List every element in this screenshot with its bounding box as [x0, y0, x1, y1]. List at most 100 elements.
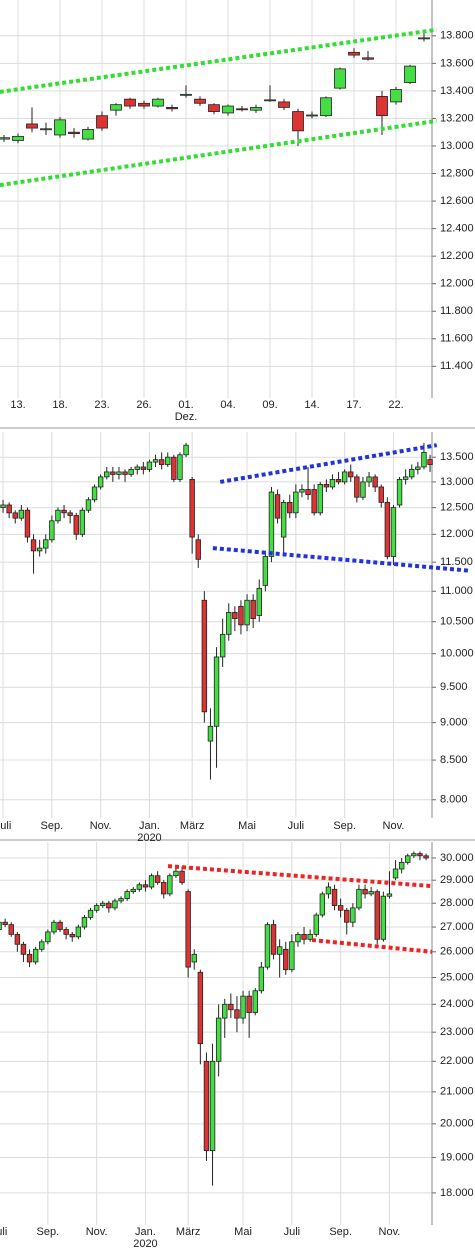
- candle-body: [209, 1060, 216, 1151]
- candle-body: [268, 491, 275, 557]
- candle-body: [222, 105, 234, 114]
- candle-body: [20, 943, 27, 955]
- x-tick-label: 09.: [262, 399, 277, 411]
- candle-body: [295, 933, 301, 943]
- candle-body: [246, 995, 252, 1013]
- candle-body: [274, 494, 281, 519]
- candle-body: [317, 484, 323, 514]
- candle-body: [213, 656, 220, 727]
- candle-body: [320, 97, 332, 117]
- candle-body: [362, 888, 368, 895]
- candle-body: [96, 115, 108, 129]
- candle-body: [104, 471, 110, 478]
- candle-body: [152, 459, 159, 463]
- candle-body: [427, 459, 433, 465]
- candle-body: [32, 948, 39, 963]
- x-tick-label: Sep.: [329, 1226, 352, 1238]
- candle-body: [392, 868, 399, 879]
- candle-body: [122, 471, 128, 475]
- candle-body: [305, 489, 311, 496]
- candle-body: [262, 556, 269, 586]
- candle-body: [12, 135, 24, 141]
- candle-body: [256, 587, 262, 616]
- trendline: [212, 546, 471, 573]
- candle-body: [378, 486, 384, 503]
- candle-body: [244, 599, 250, 626]
- candle-body: [68, 131, 80, 134]
- candle-body: [26, 123, 38, 129]
- candle-body: [250, 599, 256, 620]
- candle-body: [283, 948, 289, 971]
- candle-body: [415, 466, 421, 470]
- candle-body: [173, 870, 179, 877]
- candle-body: [331, 888, 338, 906]
- candle-body: [51, 921, 57, 933]
- candle-body: [201, 599, 208, 713]
- candle-body: [360, 481, 366, 498]
- candle-body: [191, 953, 197, 963]
- candle-body: [85, 499, 92, 511]
- y-tick-label: 12.000: [440, 528, 474, 540]
- trendline: [0, 118, 437, 188]
- candle-body: [292, 111, 304, 132]
- candle-body: [0, 137, 10, 140]
- candle-body: [334, 68, 346, 89]
- candle-body: [116, 471, 122, 475]
- candle-body: [236, 108, 248, 111]
- x-tick-label: Sep.: [41, 820, 64, 832]
- candle-body: [45, 931, 51, 943]
- candle-body: [167, 875, 173, 895]
- y-tick-label: 13.800: [440, 30, 474, 42]
- candle-body: [63, 929, 69, 935]
- x-tick-label: 23.: [94, 399, 109, 411]
- y-tick-label: 8.500: [440, 754, 468, 766]
- candle-body: [390, 507, 397, 557]
- candle-body: [293, 491, 299, 514]
- candle-body: [421, 451, 427, 468]
- x-tick-label: Jan.: [139, 820, 160, 832]
- x-tick-label: 17.: [346, 399, 361, 411]
- candle-body: [134, 466, 140, 470]
- candle-body: [366, 476, 372, 483]
- y-tick-label: 24.000: [440, 998, 474, 1010]
- candle-body: [185, 891, 191, 968]
- candle-body: [87, 909, 94, 918]
- candle-body: [130, 888, 136, 893]
- candle-body: [183, 444, 189, 456]
- candle-body: [177, 454, 183, 480]
- candle-body: [152, 98, 164, 107]
- candle-body: [362, 57, 374, 60]
- candle-body: [226, 612, 232, 635]
- y-tick-label: 12.500: [440, 501, 474, 513]
- x-tick-label: Juli: [0, 820, 11, 832]
- candle-body: [215, 1017, 222, 1062]
- candle-body: [91, 486, 98, 501]
- x-tick-label: Nov.: [90, 820, 112, 832]
- x-sublabel: 2020: [133, 1238, 157, 1250]
- candle-body: [97, 476, 104, 488]
- x-tick-label: 04.: [220, 399, 235, 411]
- candle-body: [287, 501, 293, 514]
- y-tick-label: 13.400: [440, 85, 474, 97]
- y-tick-label: 12.000: [440, 278, 474, 290]
- x-tick-label: März: [176, 1226, 200, 1238]
- candle-body: [368, 891, 374, 895]
- y-tick-label: 11.800: [440, 305, 473, 317]
- y-tick-label: 11.000: [440, 585, 473, 597]
- candle-body: [258, 966, 265, 992]
- candle-body: [36, 547, 43, 552]
- candle-body: [112, 900, 118, 909]
- y-tick-label: 13.600: [440, 57, 474, 69]
- candle-body: [69, 933, 75, 938]
- candle-body: [208, 104, 220, 112]
- y-tick-label: 12.400: [440, 223, 474, 235]
- x-tick-label: 18.: [52, 399, 67, 411]
- candle-body: [2, 921, 8, 926]
- y-tick-label: 10.500: [440, 616, 474, 628]
- candle-body: [386, 893, 393, 897]
- y-tick-label: 26.000: [440, 946, 474, 958]
- y-tick-label: 21.000: [440, 1086, 474, 1098]
- candle-body: [409, 469, 415, 478]
- candle-body: [30, 539, 37, 552]
